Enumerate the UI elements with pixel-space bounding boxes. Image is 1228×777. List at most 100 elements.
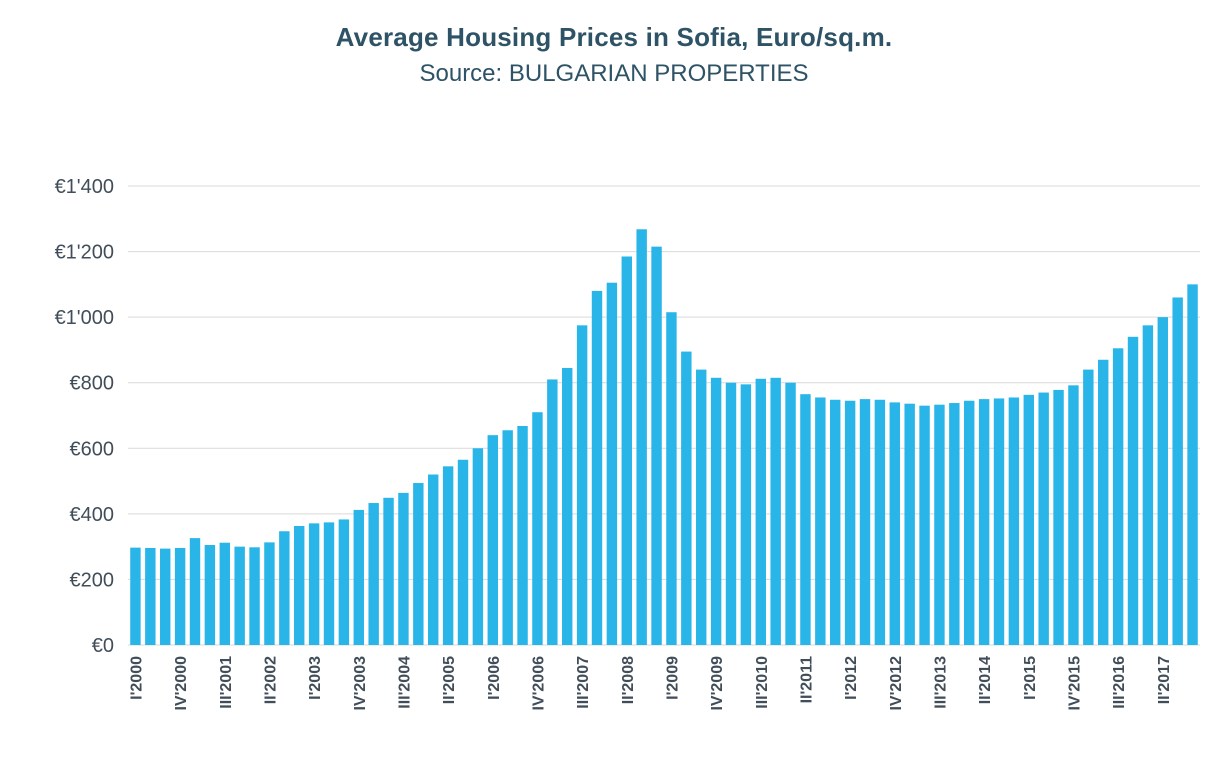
y-axis-tick-label: €800 bbox=[70, 373, 115, 395]
bar bbox=[532, 412, 543, 645]
bar bbox=[725, 382, 737, 645]
bar bbox=[264, 542, 275, 645]
bar bbox=[487, 435, 498, 645]
bar bbox=[1172, 297, 1183, 645]
x-axis-tick-label: IV'2006 bbox=[530, 656, 547, 711]
x-axis-tick-label: II'2011 bbox=[798, 656, 815, 704]
bar bbox=[904, 403, 915, 645]
bar bbox=[785, 382, 796, 645]
bar bbox=[353, 509, 364, 645]
x-axis-tick-label: IV'2015 bbox=[1066, 656, 1083, 711]
bar bbox=[1127, 336, 1139, 645]
x-axis-tick-label: III'2001 bbox=[218, 656, 235, 709]
x-axis-tick-label: III'2010 bbox=[754, 656, 771, 709]
bar bbox=[145, 547, 156, 645]
y-axis-tick-label: €1'400 bbox=[55, 176, 114, 198]
bar bbox=[978, 399, 990, 645]
bar bbox=[442, 466, 454, 645]
bar bbox=[160, 548, 171, 645]
bar bbox=[844, 400, 856, 645]
bar bbox=[204, 545, 216, 645]
x-axis-tick-label: IV'2003 bbox=[352, 656, 369, 711]
x-axis-tick-label: II'2017 bbox=[1156, 656, 1173, 704]
bar bbox=[696, 369, 707, 645]
x-axis-tick-label: III'2007 bbox=[575, 656, 592, 709]
bar bbox=[740, 384, 752, 645]
bar bbox=[472, 448, 484, 645]
bar bbox=[576, 325, 588, 645]
bar bbox=[874, 399, 886, 645]
bar bbox=[279, 531, 290, 645]
bar bbox=[174, 547, 186, 645]
bar bbox=[1023, 394, 1034, 646]
bar bbox=[830, 399, 841, 645]
bar bbox=[666, 312, 677, 645]
bar bbox=[368, 503, 379, 645]
bar bbox=[993, 398, 1005, 645]
bar bbox=[606, 282, 618, 645]
x-axis-tick-label: I'2015 bbox=[1022, 656, 1039, 700]
x-axis-tick-label: III'2004 bbox=[396, 656, 413, 709]
bar bbox=[398, 492, 409, 645]
bar bbox=[428, 474, 439, 645]
bar bbox=[934, 404, 945, 645]
x-axis-tick-label: II'2005 bbox=[441, 656, 458, 704]
x-axis-tick-label: III'2013 bbox=[932, 656, 949, 709]
x-axis-tick-label: III'2016 bbox=[1111, 656, 1128, 709]
bar bbox=[219, 542, 230, 645]
x-axis-tick-label: I'2012 bbox=[843, 656, 860, 700]
bar bbox=[1068, 385, 1079, 645]
bar bbox=[755, 378, 766, 645]
y-axis-tick-label: €1'200 bbox=[55, 242, 114, 264]
bar bbox=[889, 402, 900, 645]
y-axis-tick-label: €600 bbox=[70, 438, 115, 460]
bar bbox=[323, 522, 335, 645]
bar bbox=[859, 399, 871, 645]
x-axis-tick-label: I'2003 bbox=[307, 656, 324, 700]
bar bbox=[651, 246, 662, 645]
bar bbox=[249, 547, 260, 645]
bar bbox=[1008, 397, 1020, 645]
bar bbox=[964, 400, 975, 645]
bar bbox=[800, 394, 811, 645]
x-axis-tick-label: I'2000 bbox=[128, 656, 145, 700]
housing-prices-bar-chart: €0 €200 €400 €600 €800 €1'000 €1'200 €1'400 I'20… bbox=[55, 176, 1200, 711]
bar bbox=[621, 256, 632, 645]
bar bbox=[1187, 284, 1198, 645]
bar bbox=[949, 403, 960, 645]
bar bbox=[1142, 325, 1154, 645]
bar bbox=[919, 405, 930, 645]
bar bbox=[815, 397, 826, 645]
y-axis-tick-label: €400 bbox=[70, 504, 115, 526]
bar bbox=[502, 430, 513, 645]
x-axis-tick-label: II'2014 bbox=[977, 656, 994, 704]
x-axis-tick-label: IV'2000 bbox=[173, 656, 190, 711]
bar bbox=[1098, 359, 1109, 645]
x-axis-tick-label: I'2006 bbox=[486, 656, 503, 700]
bar bbox=[710, 377, 722, 645]
bar bbox=[1053, 389, 1064, 645]
x-axis-tick-label: IV'2009 bbox=[709, 656, 726, 711]
bar bbox=[234, 546, 245, 645]
bar bbox=[130, 547, 141, 645]
y-axis-tick-label: €1'000 bbox=[55, 307, 114, 329]
bar bbox=[547, 379, 558, 645]
x-axis-tick-label: IV'2012 bbox=[888, 656, 905, 711]
bar bbox=[681, 351, 692, 645]
bar bbox=[413, 483, 424, 645]
bar bbox=[308, 523, 320, 645]
chart-subtitle: Source: BULGARIAN PROPERTIES bbox=[419, 60, 809, 87]
y-axis-tick-label: €0 bbox=[92, 635, 114, 657]
bar bbox=[338, 519, 350, 645]
bar bbox=[1038, 392, 1049, 645]
bar bbox=[770, 377, 781, 645]
bar bbox=[1157, 317, 1168, 645]
bar bbox=[517, 425, 528, 645]
y-axis-tick-label: €200 bbox=[70, 569, 115, 591]
bar bbox=[189, 538, 201, 645]
x-axis-tick-label: I'2009 bbox=[664, 656, 681, 700]
chart-title: Average Housing Prices in Sofia, Euro/sq… bbox=[335, 22, 893, 52]
bar bbox=[1112, 348, 1124, 645]
bar bbox=[383, 497, 394, 645]
x-axis-tick-label: II'2008 bbox=[620, 656, 637, 704]
